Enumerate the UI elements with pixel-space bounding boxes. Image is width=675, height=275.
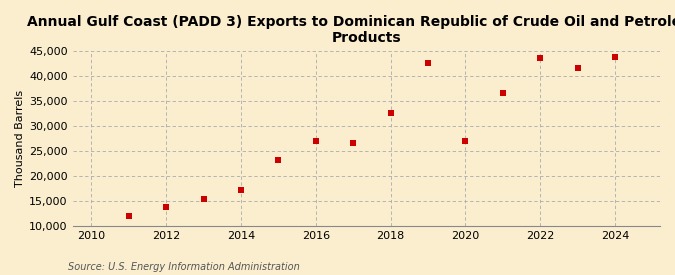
Point xyxy=(385,111,396,115)
Point xyxy=(273,158,284,162)
Point xyxy=(460,139,471,143)
Point xyxy=(497,91,508,95)
Point xyxy=(198,197,209,201)
Y-axis label: Thousand Barrels: Thousand Barrels xyxy=(15,90,25,187)
Title: Annual Gulf Coast (PADD 3) Exports to Dominican Republic of Crude Oil and Petrol: Annual Gulf Coast (PADD 3) Exports to Do… xyxy=(27,15,675,45)
Point xyxy=(86,271,97,275)
Point xyxy=(423,61,433,65)
Point xyxy=(161,205,171,209)
Text: Source: U.S. Energy Information Administration: Source: U.S. Energy Information Administ… xyxy=(68,262,299,272)
Point xyxy=(310,139,321,143)
Point xyxy=(572,66,583,70)
Point xyxy=(124,214,134,218)
Point xyxy=(348,141,358,145)
Point xyxy=(535,56,545,60)
Point xyxy=(236,188,246,192)
Point xyxy=(610,54,620,59)
